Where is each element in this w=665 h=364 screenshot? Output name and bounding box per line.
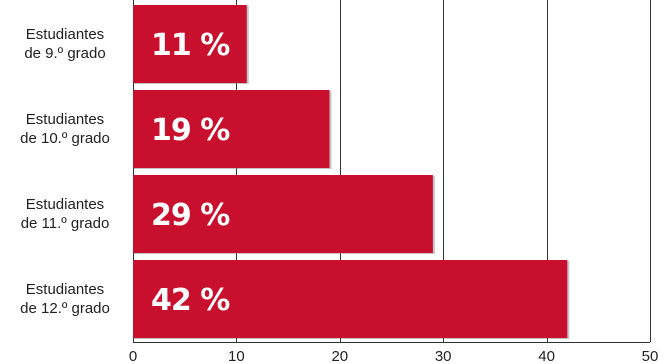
data-label-3: 42 %	[151, 283, 230, 318]
x-axis-tick-labels: 0 10 20 30 40 50	[129, 348, 659, 364]
x-tick-label-0: 0	[129, 348, 137, 364]
category-label-3-line-1: de 12.º grado	[20, 300, 110, 317]
category-label-0-line-1: de 9.º grado	[24, 45, 105, 62]
data-label-1: 19 %	[151, 113, 230, 148]
bar-3	[133, 260, 568, 338]
category-label-2-line-1: de 11.º grado	[21, 215, 110, 232]
category-labels: Estudiantes de 9.º grado Estudiantes de 10.…	[20, 26, 110, 317]
category-label-2-line-0: Estudiantes	[26, 196, 104, 213]
x-tick-label-20: 20	[331, 348, 348, 364]
bar-2	[133, 175, 433, 253]
x-tick-label-10: 10	[228, 348, 245, 364]
category-label-2: Estudiantes de 11.º grado	[21, 196, 110, 232]
category-label-1: Estudiantes de 10.º grado	[20, 111, 110, 147]
bar-1	[133, 90, 330, 168]
x-tick-label-40: 40	[538, 348, 555, 364]
bars	[133, 5, 570, 339]
category-label-1-line-0: Estudiantes	[26, 111, 104, 128]
category-label-0: Estudiantes de 9.º grado	[24, 26, 105, 62]
category-label-3: Estudiantes de 12.º grado	[20, 281, 110, 317]
category-label-3-line-0: Estudiantes	[26, 281, 104, 298]
data-label-2: 29 %	[151, 198, 230, 233]
x-tick-label-30: 30	[435, 348, 452, 364]
data-labels: 11 % 19 % 29 % 42 %	[151, 28, 231, 318]
category-label-1-line-1: de 10.º grado	[20, 130, 110, 147]
data-label-0: 11 %	[151, 28, 230, 63]
x-tick-label-50: 50	[642, 348, 659, 364]
bar-0	[133, 5, 247, 83]
category-label-0-line-0: Estudiantes	[26, 26, 104, 43]
